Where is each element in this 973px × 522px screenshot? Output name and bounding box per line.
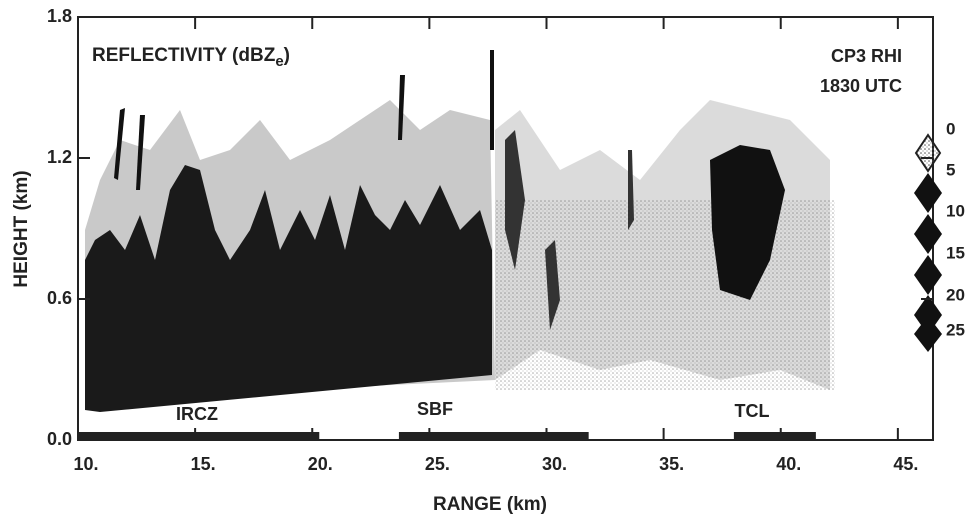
annotation: 1830 UTC (820, 76, 902, 96)
reflectivity-field (85, 50, 835, 412)
title-subscript: e (275, 53, 283, 70)
legend-label: 5 (946, 160, 955, 179)
legend-label: 20 (946, 285, 965, 304)
region-label: TCL (735, 401, 770, 421)
x-tick-label: 15. (191, 454, 216, 474)
chart-title: REFLECTIVITY (dBZe) (92, 45, 290, 70)
x-tick-label: 20. (308, 454, 333, 474)
region-bar (733, 432, 816, 440)
region-label: IRCZ (176, 404, 218, 424)
legend-label: 0 (946, 119, 955, 138)
x-tick-label: 25. (425, 454, 450, 474)
legend-label: 25 (946, 320, 965, 339)
y-tick-label: 1.8 (47, 6, 72, 26)
title-tail: ) (284, 45, 290, 66)
x-tick-label: 35. (659, 454, 684, 474)
annotation: CP3 RHI (831, 46, 902, 66)
y-tick-label: 1.2 (47, 147, 72, 167)
x-tick-label: 40. (776, 454, 801, 474)
y-tick-label: 0.0 (47, 429, 72, 449)
legend-label: 15 (946, 243, 965, 262)
x-tick-label: 45. (893, 454, 918, 474)
x-axis-label: RANGE (km) (433, 494, 547, 515)
region-bar (78, 432, 320, 440)
y-tick-label: 0.6 (47, 288, 72, 308)
region-label: SBF (417, 399, 453, 419)
x-tick-label: 10. (73, 454, 98, 474)
legend-label: 10 (946, 201, 965, 220)
x-tick-label: 30. (542, 454, 567, 474)
legend-diamonds (914, 133, 942, 352)
y-axis-label: HEIGHT (km) (11, 170, 32, 287)
region-bar (398, 432, 589, 440)
title-text: REFLECTIVITY (dBZ (92, 45, 276, 66)
